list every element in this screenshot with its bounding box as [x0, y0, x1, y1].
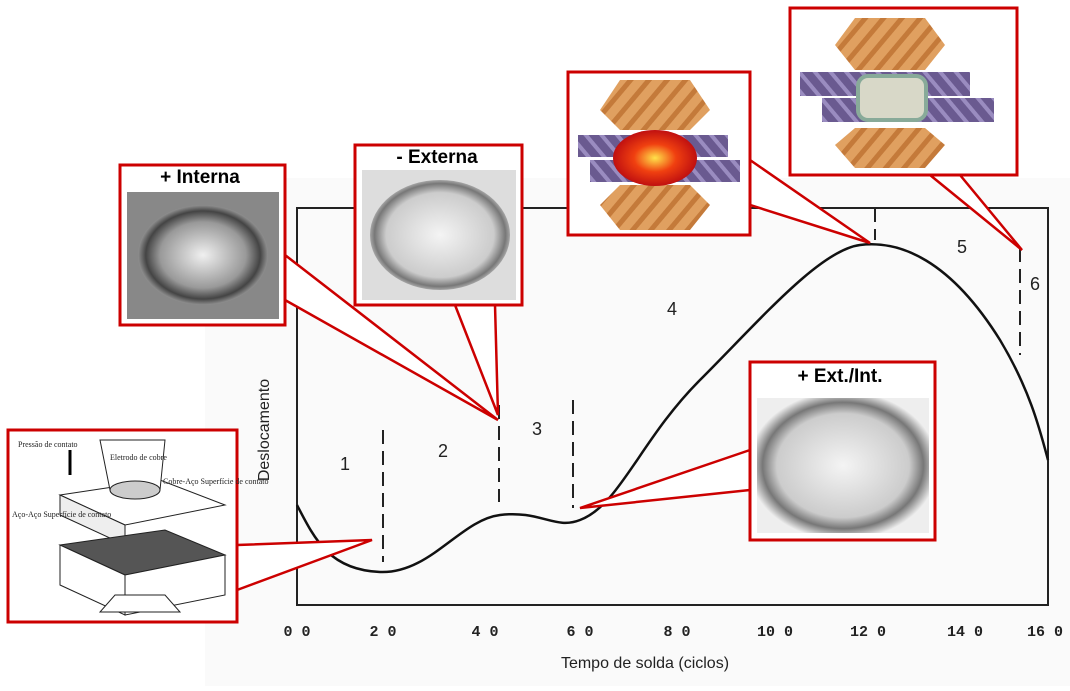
callout-label: + Ext./Int.: [798, 366, 883, 387]
electrode: [835, 18, 945, 70]
region-label: 2: [438, 441, 448, 461]
weld-nugget: [858, 76, 926, 120]
region-label: 3: [532, 419, 542, 439]
micrograph: [138, 205, 268, 305]
x-tick-label: 4 0: [471, 624, 498, 641]
inset-label: Aço-Aço Superfície de contato: [12, 510, 111, 519]
x-tick-label: 12 0: [850, 624, 886, 641]
region-label: 6: [1030, 274, 1040, 294]
x-tick-label: 2 0: [369, 624, 396, 641]
x-axis-label: Tempo de solda (ciclos): [561, 655, 729, 672]
x-tick-label: 10 0: [757, 624, 793, 641]
region-label: 4: [667, 299, 677, 319]
micrograph: [370, 180, 510, 290]
electrode: [600, 80, 710, 130]
x-tick-label: 0 0: [283, 624, 310, 641]
scan-background: [205, 178, 1070, 686]
y-axis-label: Deslocamento: [256, 379, 273, 481]
callout-label: + Interna: [160, 167, 240, 188]
electrode: [835, 128, 945, 168]
inset-label: Pressão de contato: [18, 440, 78, 449]
x-tick-label: 8 0: [663, 624, 690, 641]
x-tick-label: 16 0: [1027, 624, 1063, 641]
micrograph: [757, 398, 929, 533]
contact-area: [110, 481, 160, 499]
callout-label: - Externa: [396, 147, 478, 168]
weld-nugget: [613, 130, 697, 186]
region-label: 5: [957, 237, 967, 257]
figure: 0 0 2 0 4 0 6 0 8 0 10 0 12 0 14 0 16 0 …: [0, 0, 1070, 686]
x-tick-label: 14 0: [947, 624, 983, 641]
region-label: 1: [340, 454, 350, 474]
electrode: [600, 185, 710, 230]
inset-label: Cobre-Aço Superfície de contato: [163, 477, 269, 486]
x-tick-label: 6 0: [566, 624, 593, 641]
inset-label: Eletrodo de cobre: [110, 453, 167, 462]
